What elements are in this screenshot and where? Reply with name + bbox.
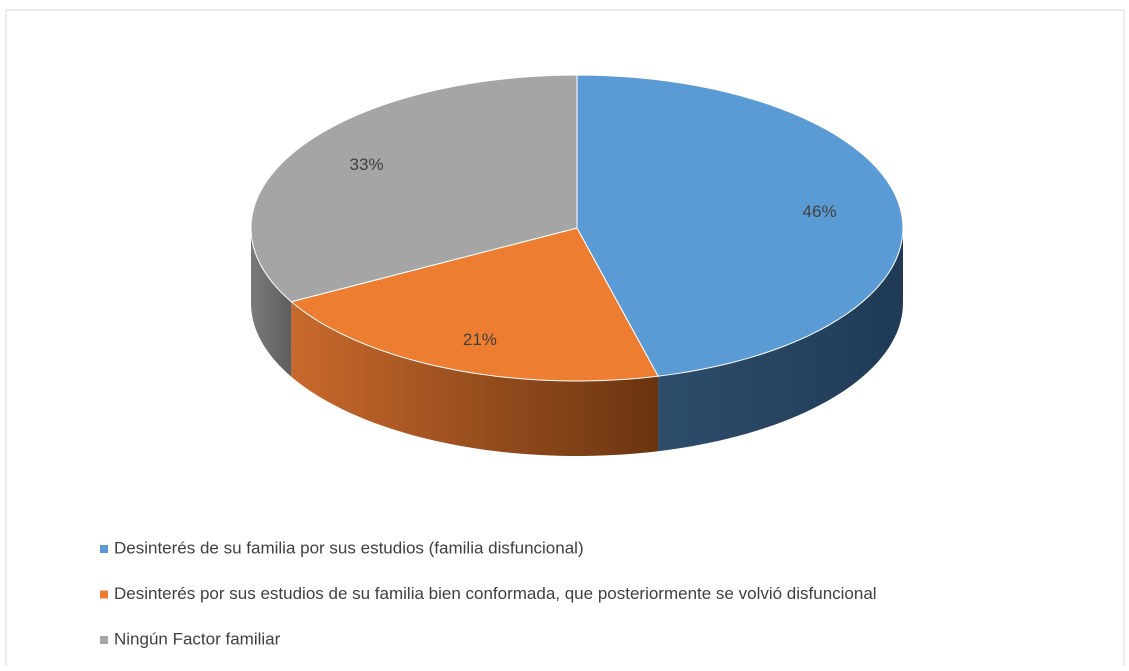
- slice: [250, 74, 578, 303]
- slice-side: [658, 228, 903, 452]
- data-label: 21%: [463, 330, 497, 349]
- legend-label: Desinterés por sus estudios de su famili…: [114, 584, 877, 603]
- data-label: 33%: [350, 155, 384, 174]
- slice-side: [291, 301, 659, 456]
- legend-label: Ningún Factor familiar: [114, 629, 281, 648]
- data-label: 46%: [803, 202, 837, 221]
- legend-swatch: [100, 545, 108, 553]
- slice: [290, 227, 659, 382]
- slice-side: [251, 228, 292, 377]
- legend-label: Desinterés de su familia por sus estudio…: [114, 538, 584, 557]
- slice: [576, 74, 904, 377]
- legend-swatch: [100, 590, 108, 599]
- legend-swatch: [100, 636, 108, 644]
